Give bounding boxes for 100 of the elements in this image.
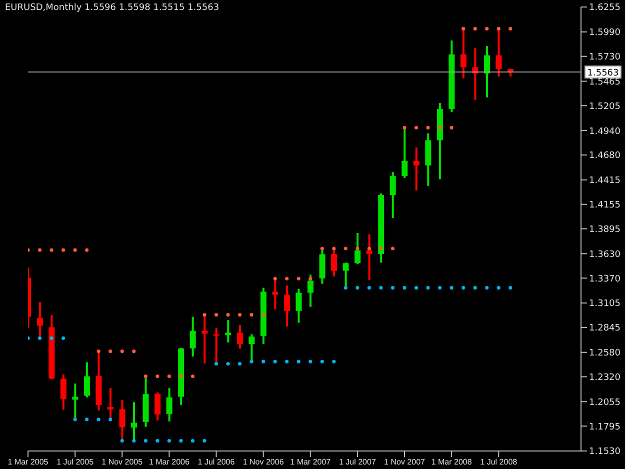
point <box>85 418 89 422</box>
y-tick-label: 1.5205 <box>589 102 620 112</box>
candlestick <box>308 274 314 308</box>
point <box>226 313 230 317</box>
ref-line-label: 1.5563 <box>587 68 619 79</box>
point <box>214 313 218 317</box>
point <box>120 350 124 354</box>
y-tick-label: 1.1795 <box>589 422 620 432</box>
point <box>485 286 489 290</box>
candlestick <box>272 277 278 310</box>
point <box>379 246 383 250</box>
y-tick-label: 1.4155 <box>589 200 620 211</box>
point <box>367 246 372 250</box>
candlestick <box>402 126 408 180</box>
y-tick-label: 1.5730 <box>589 52 621 63</box>
y-tick-label: 1.2320 <box>589 372 621 383</box>
y-tick-label: 1.5990 <box>589 28 621 38</box>
point <box>38 248 42 252</box>
x-tick-label: 1 Mar 2008 <box>431 458 472 467</box>
point <box>450 286 454 290</box>
point <box>190 438 195 443</box>
candlestick <box>202 313 208 365</box>
point <box>238 313 242 317</box>
point <box>508 286 512 290</box>
point <box>390 286 395 290</box>
point <box>50 336 54 340</box>
point <box>62 336 66 340</box>
y-tick-label: 1.4415 <box>589 176 620 186</box>
point <box>344 246 348 250</box>
point <box>285 276 289 280</box>
point <box>273 276 277 280</box>
point <box>426 286 430 290</box>
point <box>226 362 230 366</box>
point <box>496 286 500 290</box>
point <box>96 418 100 422</box>
point <box>332 246 336 250</box>
point <box>344 286 348 290</box>
y-tick-label: 1.3895 <box>589 224 620 235</box>
point <box>238 362 242 366</box>
point <box>296 276 300 280</box>
x-tick-label: 1 Jul 2005 <box>56 458 94 467</box>
point <box>190 374 195 378</box>
point <box>496 26 500 31</box>
candlestick <box>413 146 420 192</box>
candlestick <box>107 387 114 422</box>
point <box>179 438 183 443</box>
point <box>356 246 360 250</box>
point <box>167 438 171 443</box>
point <box>285 360 289 364</box>
point <box>450 126 454 130</box>
candlestick <box>119 398 126 442</box>
y-tick-label: 1.2580 <box>589 348 621 359</box>
point <box>144 438 148 443</box>
x-tick-label: 1 Jul 2007 <box>338 458 376 467</box>
point <box>379 286 383 290</box>
x-tick-label: 1 Mar 2005 <box>8 458 49 467</box>
chart-title: EURUSD,Monthly 1.5596 1.5598 1.5515 1.5563 <box>5 3 220 13</box>
y-tick-label: 1.1530 <box>589 447 621 458</box>
candlestick <box>366 233 372 281</box>
y-tick-label: 1.4680 <box>589 151 621 162</box>
candlestick <box>60 373 66 411</box>
point <box>202 438 206 443</box>
point <box>390 246 395 250</box>
point <box>402 126 406 130</box>
candlestick <box>496 27 502 78</box>
point <box>132 438 136 443</box>
point <box>250 360 254 364</box>
candlestick <box>248 333 255 362</box>
point <box>262 313 266 317</box>
candlestick <box>131 401 138 442</box>
candlestick <box>390 171 396 220</box>
point <box>85 248 89 252</box>
x-tick-label: 1 Nov 2007 <box>384 458 426 467</box>
y-tick-label: 1.3630 <box>589 250 621 260</box>
y-tick-label: 1.2055 <box>589 398 620 408</box>
point <box>320 360 324 364</box>
point <box>273 360 277 364</box>
candlestick <box>342 262 349 289</box>
point <box>308 276 312 280</box>
candlestick <box>460 27 466 80</box>
x-tick-label: 1 Mar 2006 <box>148 458 190 467</box>
point <box>108 350 112 354</box>
point <box>438 286 442 290</box>
y-tick-label: 1.3370 <box>589 274 621 284</box>
point <box>296 360 300 364</box>
candlestick <box>36 301 43 338</box>
candlestick <box>190 316 196 358</box>
point <box>473 26 477 31</box>
point <box>38 336 42 340</box>
candlestick <box>225 319 232 344</box>
point <box>250 313 254 317</box>
point <box>120 438 124 443</box>
point <box>156 438 160 443</box>
candlestick <box>296 288 302 324</box>
point <box>402 286 406 290</box>
point <box>167 374 171 378</box>
candlestick <box>484 45 490 98</box>
point <box>367 286 372 290</box>
point <box>426 126 430 130</box>
point <box>508 26 512 31</box>
